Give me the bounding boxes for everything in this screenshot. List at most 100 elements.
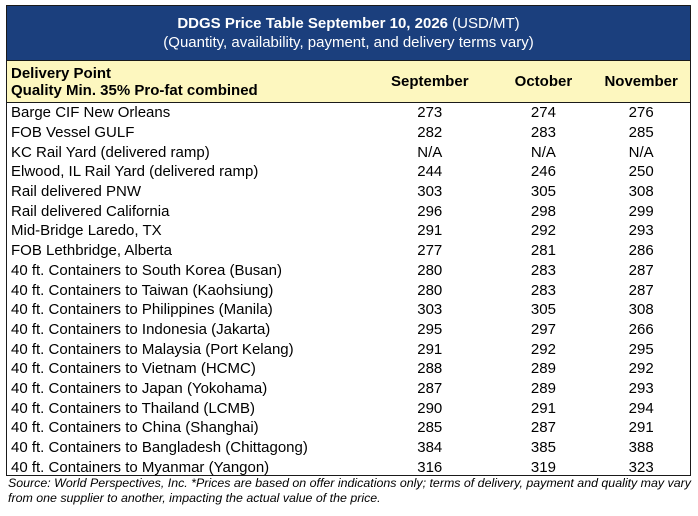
table-row: Barge CIF New Orleans 273 274 276 — [7, 103, 690, 123]
delivery-point-cell: 40 ft. Containers to Indonesia (Jakarta) — [11, 320, 271, 338]
price-table: DDGS Price Table September 10, 2026 (USD… — [6, 5, 691, 476]
september-price-cell: 384 — [417, 439, 443, 457]
november-price-cell: 291 — [628, 419, 654, 437]
table-row: 40 ft. Containers to Vietnam (HCMC) 288 28… — [7, 359, 690, 379]
november-price-cell: 266 — [628, 320, 654, 338]
september-price-cell: 316 — [417, 458, 443, 476]
october-price-cell: 305 — [530, 183, 556, 201]
september-price-cell: 303 — [417, 301, 443, 319]
table-row: FOB Vessel GULF 282 283 285 — [7, 123, 690, 143]
delivery-point-cell: Barge CIF New Orleans — [11, 104, 171, 122]
september-price-cell: 282 — [417, 124, 443, 142]
september-price-cell: 291 — [417, 222, 443, 240]
november-price-cell: 295 — [628, 340, 654, 358]
table-row: FOB Lethbridge, Alberta 277 281 286 — [7, 241, 690, 261]
table-row: 40 ft. Containers to Japan (Yokohama) 287… — [7, 379, 690, 399]
table-row: 40 ft. Containers to Taiwan (Kaohsiung) 2… — [7, 280, 690, 300]
table-header-row: Delivery Point Quality Min. 35% Pro-fat … — [7, 61, 690, 103]
september-price-cell: 291 — [417, 340, 443, 358]
delivery-point-cell: Mid-Bridge Laredo, TX — [11, 222, 162, 240]
delivery-point-cell: 40 ft. Containers to Japan (Yokohama) — [11, 379, 268, 397]
october-price-cell: 385 — [530, 439, 556, 457]
november-price-cell: 285 — [628, 124, 654, 142]
october-price-cell: 292 — [530, 222, 556, 240]
table-title-bold: DDGS Price Table September 10, 2026 — [177, 14, 449, 32]
delivery-point-cell: FOB Vessel GULF — [11, 124, 135, 142]
delivery-point-cell: 40 ft. Containers to Taiwan (Kaohsiung) — [11, 281, 274, 299]
table-row: Rail delivered PNW 303 305 308 — [7, 182, 690, 202]
header-september: September — [391, 73, 469, 90]
table-subtitle: (Quantity, availability, payment, and de… — [163, 33, 534, 51]
october-price-cell: 305 — [530, 301, 556, 319]
october-price-cell: N/A — [530, 143, 556, 161]
october-price-cell: 281 — [530, 242, 556, 260]
table-row: Mid-Bridge Laredo, TX 291 292 293 — [7, 221, 690, 241]
delivery-point-cell: 40 ft. Containers to China (Shanghai) — [11, 419, 259, 437]
table-title-unit: (USD/MT) — [448, 14, 520, 32]
october-price-cell: 274 — [530, 104, 556, 122]
delivery-point-cell: FOB Lethbridge, Alberta — [11, 242, 172, 260]
november-price-cell: N/A — [628, 143, 654, 161]
delivery-point-cell: 40 ft. Containers to Bangladesh (Chittag… — [11, 439, 308, 457]
table-row: Rail delivered California 296 298 299 — [7, 201, 690, 221]
october-price-cell: 319 — [530, 458, 556, 476]
table-row: 40 ft. Containers to Thailand (LCMB) 290 2… — [7, 398, 690, 418]
november-price-cell: 323 — [628, 458, 654, 476]
delivery-point-cell: 40 ft. Containers to Myanmar (Yangon) — [11, 458, 270, 476]
september-price-cell: 280 — [417, 261, 443, 279]
delivery-point-cell: 40 ft. Containers to Thailand (LCMB) — [11, 399, 256, 417]
delivery-point-header: Delivery Point Quality Min. 35% Pro-fat … — [7, 65, 365, 99]
september-price-cell: 280 — [417, 281, 443, 299]
table-row: 40 ft. Containers to Bangladesh (Chittag… — [7, 438, 690, 458]
september-price-cell: 290 — [417, 399, 443, 417]
september-price-cell: 244 — [417, 163, 443, 181]
table-row: 40 ft. Containers to South Korea (Busan)… — [7, 261, 690, 281]
november-price-cell: 388 — [628, 439, 654, 457]
november-price-cell: 293 — [628, 379, 654, 397]
october-price-cell: 283 — [530, 124, 556, 142]
november-price-cell: 293 — [628, 222, 654, 240]
september-price-cell: 273 — [417, 104, 443, 122]
october-price-cell: 297 — [530, 320, 556, 338]
november-price-cell: 292 — [628, 360, 654, 378]
delivery-point-cell: 40 ft. Containers to South Korea (Busan) — [11, 261, 282, 279]
november-price-cell: 287 — [628, 281, 654, 299]
november-price-cell: 287 — [628, 261, 654, 279]
october-price-cell: 287 — [530, 419, 556, 437]
october-price-cell: 289 — [530, 379, 556, 397]
table-body: Barge CIF New Orleans 273 274 276 FOB Vessel… — [7, 103, 690, 477]
quality-label: Quality Min. 35% Pro-fat combined — [11, 81, 258, 99]
november-price-cell: 294 — [628, 399, 654, 417]
september-price-cell: 303 — [417, 183, 443, 201]
table-title: DDGS Price Table September 10, 2026 (USD… — [177, 15, 519, 33]
october-price-cell: 283 — [530, 261, 556, 279]
october-price-cell: 291 — [530, 399, 556, 417]
delivery-point-cell: 40 ft. Containers to Vietnam (HCMC) — [11, 360, 256, 378]
september-price-cell: 277 — [417, 242, 443, 260]
delivery-point-cell: Rail delivered PNW — [11, 183, 142, 201]
source-note: Source: World Perspectives, Inc. *Prices… — [8, 476, 691, 505]
delivery-point-cell: Elwood, IL Rail Yard (delivered ramp) — [11, 163, 259, 181]
november-price-cell: 308 — [628, 301, 654, 319]
october-price-cell: 298 — [530, 202, 556, 220]
table-row: Elwood, IL Rail Yard (delivered ramp) 244… — [7, 162, 690, 182]
september-price-cell: N/A — [417, 143, 443, 161]
november-price-cell: 276 — [628, 104, 654, 122]
november-price-cell: 250 — [628, 163, 654, 181]
delivery-point-cell: 40 ft. Containers to Malaysia (Port Kela… — [11, 340, 294, 358]
september-price-cell: 295 — [417, 320, 443, 338]
november-price-cell: 308 — [628, 183, 654, 201]
october-price-cell: 292 — [530, 340, 556, 358]
november-price-cell: 286 — [628, 242, 654, 260]
table-title-bar: DDGS Price Table September 10, 2026 (USD… — [7, 6, 690, 61]
november-price-cell: 299 — [628, 202, 654, 220]
september-price-cell: 287 — [417, 379, 443, 397]
october-price-cell: 283 — [530, 281, 556, 299]
delivery-point-cell: KC Rail Yard (delivered ramp) — [11, 143, 210, 161]
table-row: 40 ft. Containers to Philippines (Manila… — [7, 300, 690, 320]
table-row: 40 ft. Containers to Indonesia (Jakarta)… — [7, 320, 690, 340]
table-row: 40 ft. Containers to China (Shanghai) 285… — [7, 418, 690, 438]
delivery-point-cell: Rail delivered California — [11, 202, 170, 220]
delivery-point-cell: 40 ft. Containers to Philippines (Manila… — [11, 301, 273, 319]
delivery-point-label: Delivery Point — [11, 64, 112, 82]
